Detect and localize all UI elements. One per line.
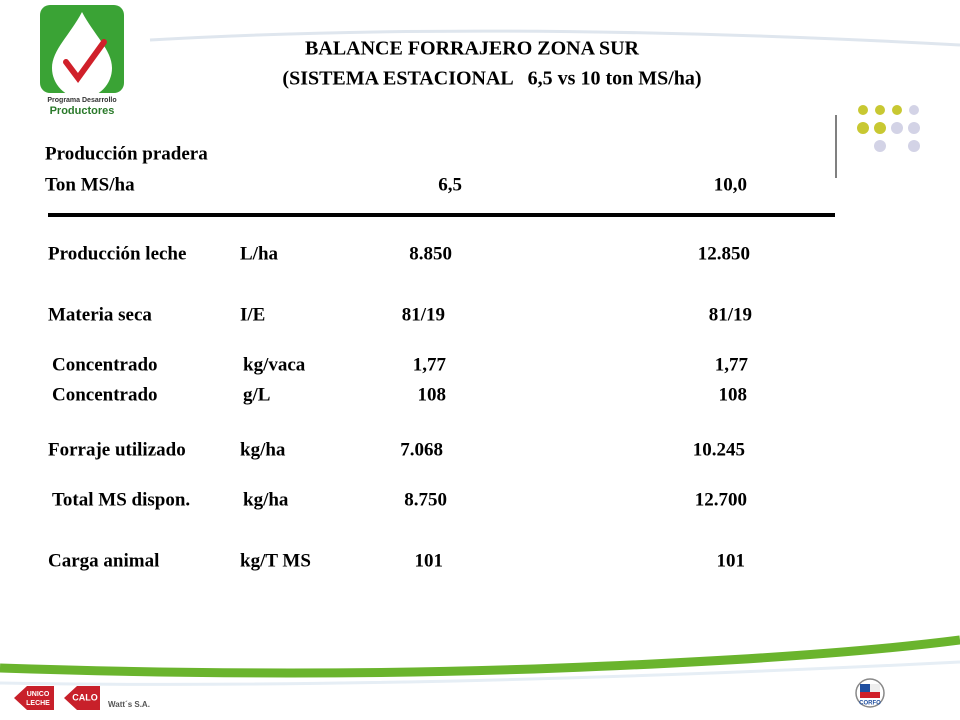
sponsor-text: CORFO bbox=[859, 701, 881, 707]
cell-value: 1,77 bbox=[715, 354, 749, 375]
unit: I/E bbox=[240, 304, 265, 325]
cell-value: 108 bbox=[719, 384, 748, 405]
cell-value: 12.850 bbox=[698, 243, 750, 264]
sponsor-badge bbox=[64, 686, 100, 710]
logo-text: Programa Desarrollo bbox=[47, 97, 116, 104]
cell-value: 8.850 bbox=[409, 243, 452, 264]
column-header: 6,5 bbox=[438, 174, 462, 195]
cell-value: 108 bbox=[418, 384, 447, 405]
unit: g/L bbox=[243, 384, 270, 405]
cell-value: 101 bbox=[415, 550, 444, 571]
title: BALANCE FORRAJERO ZONA SUR bbox=[305, 38, 639, 60]
cell-value: 7.068 bbox=[400, 439, 443, 460]
logo-check bbox=[63, 39, 107, 84]
bottom-wave bbox=[0, 635, 960, 678]
column-header: 10,0 bbox=[714, 174, 747, 195]
row-label: Concentrado bbox=[52, 354, 158, 375]
cell-value: 10.245 bbox=[693, 439, 745, 460]
sponsor-text: LECHE bbox=[26, 700, 50, 707]
row-label: Producción leche bbox=[48, 243, 186, 264]
sponsor-text: CALO bbox=[72, 692, 98, 702]
sponsor-badge bbox=[14, 686, 54, 710]
logo-text: Productores bbox=[50, 105, 115, 117]
unit: kg/vaca bbox=[243, 354, 306, 375]
sponsor-text: Watt´s S.A. bbox=[108, 700, 150, 709]
unit: kg/T MS bbox=[240, 550, 311, 571]
unit: kg/ha bbox=[243, 489, 289, 510]
row-label: Materia seca bbox=[48, 304, 152, 325]
row-label: Ton MS/ha bbox=[45, 174, 135, 195]
sponsors: UNICO LECHE CALO Watt´s S.A. CORFO bbox=[14, 678, 885, 710]
row-label: Concentrado bbox=[52, 384, 158, 405]
table: Producción pradera Ton MS/ha 6,5 10,0 Produc… bbox=[45, 143, 752, 571]
sponsor-text: UNICO bbox=[27, 691, 50, 698]
logo-drop bbox=[52, 12, 112, 98]
bottom-swoosh bbox=[0, 660, 960, 686]
row-label: Total MS dispon. bbox=[52, 489, 190, 510]
cell-value: 8.750 bbox=[404, 489, 447, 510]
flag bbox=[860, 684, 870, 692]
row-label: Forraje utilizado bbox=[48, 439, 186, 460]
row-label: Carga animal bbox=[48, 550, 159, 571]
dot-grid bbox=[857, 105, 920, 152]
cell-value: 12.700 bbox=[695, 489, 747, 510]
unit: L/ha bbox=[240, 243, 279, 264]
flag bbox=[860, 692, 880, 698]
cell-value: 81/19 bbox=[402, 304, 445, 325]
cell-value: 1,77 bbox=[413, 354, 447, 375]
subtitle: (SISTEMA ESTACIONAL 6,5 vs 10 ton MS/ha) bbox=[282, 68, 701, 90]
flag bbox=[870, 684, 880, 692]
top-swoosh bbox=[149, 29, 960, 47]
logo: Programa Desarrollo Productores bbox=[40, 5, 124, 117]
table-heading: Producción pradera bbox=[45, 143, 208, 164]
cell-value: 81/19 bbox=[709, 304, 752, 325]
cell-value: 101 bbox=[717, 550, 746, 571]
unit: kg/ha bbox=[240, 439, 286, 460]
